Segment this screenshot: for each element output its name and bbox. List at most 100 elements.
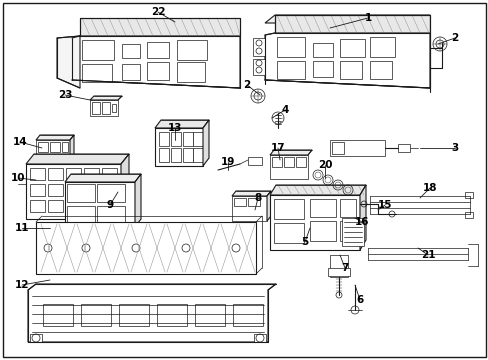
Bar — [329, 140, 384, 156]
Bar — [273, 199, 304, 219]
Bar — [369, 61, 391, 79]
Bar — [232, 304, 263, 326]
Bar — [102, 168, 117, 180]
Bar — [97, 184, 125, 202]
Bar — [90, 100, 118, 116]
Bar — [284, 157, 293, 167]
Bar — [331, 142, 343, 154]
Polygon shape — [28, 284, 275, 342]
Text: 23: 23 — [58, 90, 72, 100]
Bar — [112, 104, 116, 112]
Bar — [48, 184, 63, 196]
Polygon shape — [266, 191, 270, 221]
Text: 19: 19 — [221, 157, 235, 167]
Text: 8: 8 — [254, 193, 261, 203]
Bar — [276, 61, 305, 79]
Bar — [464, 192, 472, 198]
Bar — [155, 128, 203, 166]
Bar — [159, 132, 169, 146]
Bar — [82, 40, 114, 60]
Polygon shape — [231, 191, 270, 196]
Bar — [159, 148, 169, 162]
Bar — [193, 148, 203, 162]
Polygon shape — [72, 36, 240, 88]
Text: 22: 22 — [150, 7, 165, 17]
Bar — [82, 64, 112, 82]
Bar — [81, 304, 111, 326]
Polygon shape — [155, 120, 208, 128]
Text: 21: 21 — [420, 250, 434, 260]
Bar — [92, 102, 100, 114]
Bar — [30, 200, 45, 212]
Bar — [67, 184, 95, 202]
Bar — [102, 102, 110, 114]
Text: 2: 2 — [243, 80, 250, 90]
Bar — [329, 255, 347, 277]
Text: 12: 12 — [15, 280, 29, 290]
Polygon shape — [269, 150, 311, 155]
Bar — [119, 304, 149, 326]
Polygon shape — [57, 36, 80, 88]
Bar — [84, 168, 99, 180]
Text: 6: 6 — [356, 295, 363, 305]
Bar — [252, 38, 264, 56]
Bar — [195, 304, 224, 326]
Bar — [66, 168, 81, 180]
Bar — [253, 334, 265, 342]
Bar — [67, 206, 95, 222]
Text: 13: 13 — [167, 123, 182, 133]
Bar — [122, 64, 140, 80]
Bar — [38, 142, 48, 152]
Bar — [177, 40, 206, 60]
Bar — [48, 200, 63, 212]
Bar — [36, 222, 256, 274]
Bar — [66, 200, 81, 212]
Text: 16: 16 — [354, 217, 368, 227]
Bar — [183, 148, 193, 162]
Bar — [122, 44, 140, 58]
Bar — [43, 304, 73, 326]
Bar — [295, 157, 305, 167]
Bar — [102, 184, 117, 196]
Bar — [327, 268, 349, 276]
Bar — [30, 168, 45, 180]
Bar — [66, 184, 81, 196]
Bar — [269, 155, 307, 179]
Bar — [62, 142, 68, 152]
Text: 15: 15 — [377, 200, 391, 210]
Bar — [339, 221, 355, 241]
Bar — [271, 157, 282, 167]
Bar — [312, 61, 332, 77]
Bar — [339, 61, 361, 79]
Bar — [30, 184, 45, 196]
Text: 18: 18 — [422, 183, 436, 193]
Bar — [234, 198, 245, 206]
Polygon shape — [269, 185, 365, 195]
Bar — [171, 148, 181, 162]
Bar — [30, 334, 42, 342]
Bar — [247, 157, 262, 165]
Text: 3: 3 — [450, 143, 458, 153]
Bar — [193, 132, 203, 146]
Polygon shape — [36, 135, 74, 140]
Bar — [339, 39, 364, 57]
Polygon shape — [274, 15, 429, 33]
Bar — [464, 212, 472, 218]
Polygon shape — [26, 154, 129, 164]
Bar — [147, 42, 169, 58]
Bar — [157, 304, 186, 326]
Polygon shape — [135, 174, 141, 227]
Polygon shape — [65, 174, 141, 182]
Polygon shape — [264, 15, 429, 23]
Polygon shape — [359, 185, 365, 250]
Bar — [369, 37, 394, 57]
Text: 4: 4 — [281, 105, 288, 115]
Bar — [269, 195, 359, 250]
Bar — [171, 132, 181, 146]
Polygon shape — [203, 120, 208, 166]
Bar — [84, 200, 99, 212]
Text: 9: 9 — [106, 200, 113, 210]
Text: 1: 1 — [364, 13, 371, 23]
Bar — [247, 198, 260, 206]
Bar — [147, 62, 169, 80]
